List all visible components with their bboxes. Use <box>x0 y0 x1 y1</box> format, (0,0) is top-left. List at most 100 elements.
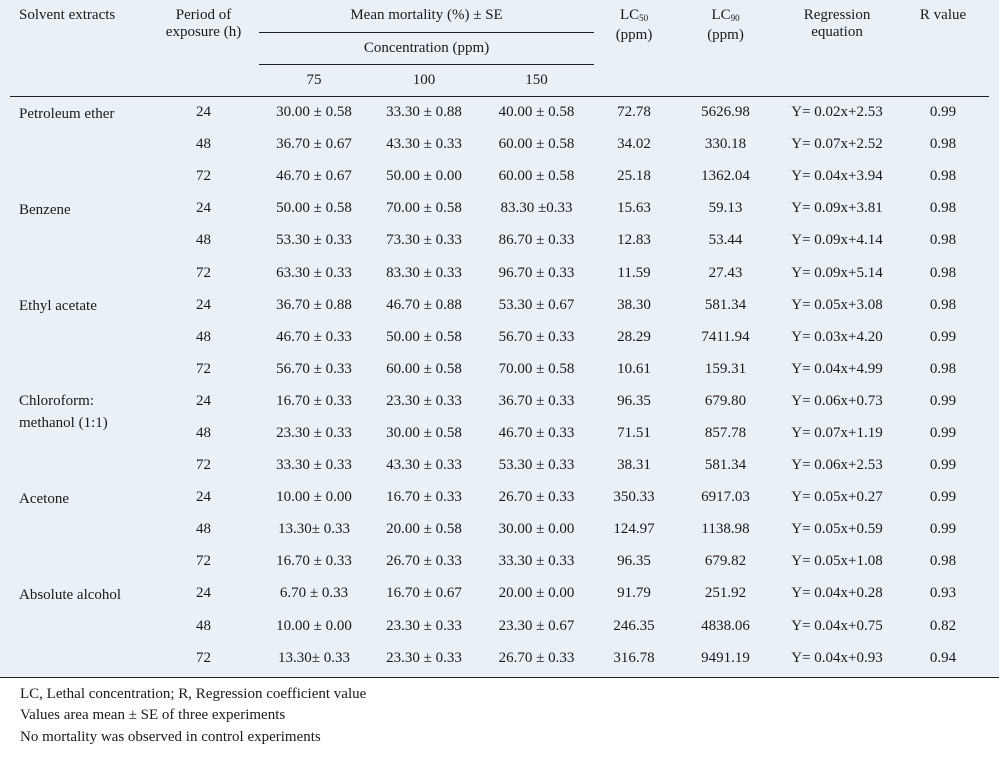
cell-period: 72 <box>196 360 211 377</box>
cell-solvent: Benzene <box>19 201 71 218</box>
cell-lc50: 71.51 <box>617 424 651 441</box>
table-row: Petroleum ether 24 30.00 ± 0.58 33.30 ± 0.8… <box>10 95 990 193</box>
cell-period: 72 <box>196 457 211 474</box>
cell-r-value: 0.99 <box>929 521 957 538</box>
footnote-values: Values area mean ± SE of three experimen… <box>20 707 286 723</box>
cell-r-value: 0.93 <box>929 585 957 602</box>
cell-conc-100: 23.30 ± 0.33 <box>386 649 462 666</box>
cell-conc-150: 53.30 ± 0.33 <box>498 457 575 474</box>
cell-conc-100: 16.70 ± 0.33 <box>386 489 462 506</box>
cell-regression: Y= 0.06x+0.73 <box>791 392 883 409</box>
cell-conc-75: 16.70 ± 0.33 <box>276 553 352 570</box>
cell-lc50: 38.30 <box>617 296 651 313</box>
header-regression: Regression equation <box>803 7 871 40</box>
table-row: 48 13.30± 0.33 20.00 ± 0.58 30.00 ± 0.00 124… <box>10 514 989 546</box>
cell-period: 24 <box>196 296 211 313</box>
mortality-table: Solvent extracts Period of exposure (h) … <box>10 0 990 674</box>
cell-lc90: 5626.98 <box>674 95 778 129</box>
cell-period: 24 <box>196 392 211 409</box>
cell-conc-100: 73.30 ± 0.33 <box>386 232 462 249</box>
cell-conc-150: 70.00 ± 0.58 <box>498 360 575 377</box>
cell-lc50: 10.61 <box>617 360 651 377</box>
cell-conc-150: 40.00 ± 0.58 <box>479 95 595 129</box>
table-body: Petroleum ether 24 30.00 ± 0.58 33.30 ± 0.8… <box>10 95 990 674</box>
cell-period: 72 <box>196 649 211 666</box>
table-row: 48 36.70 ± 0.67 43.30 ± 0.33 60.00 ± 0.58 34… <box>10 129 989 161</box>
cell-lc90: 679.80 <box>704 392 747 409</box>
cell-lc90: 251.92 <box>704 585 747 602</box>
cell-r-value: 0.98 <box>929 360 957 377</box>
cell-r-value: 0.98 <box>929 296 957 313</box>
cell-conc-100: 60.00 ± 0.58 <box>386 360 462 377</box>
cell-lc50: 72.78 <box>594 95 675 129</box>
cell-conc-75: 36.70 ± 0.88 <box>276 296 352 313</box>
cell-solvent: Acetone <box>19 490 69 507</box>
cell-lc50: 15.63 <box>617 200 651 217</box>
cell-solvent: Chloroform: methanol (1:1) <box>19 393 108 432</box>
cell-regression: Y= 0.04x+4.99 <box>791 360 883 377</box>
cell-period: 48 <box>196 232 211 249</box>
cell-lc50: 11.59 <box>617 264 651 281</box>
cell-conc-100: 43.30 ± 0.33 <box>386 136 462 153</box>
cell-conc-150: 46.70 ± 0.33 <box>498 424 575 441</box>
cell-lc90: 1362.04 <box>701 168 750 185</box>
cell-r-value: 0.99 <box>929 457 957 474</box>
cell-regression: Y= 0.07x+1.19 <box>791 424 883 441</box>
cell-lc90: 6917.03 <box>701 489 750 506</box>
table-row: 48 10.00 ± 0.00 23.30 ± 0.33 23.30 ± 0.67 24… <box>10 610 989 642</box>
table-row: 72 56.70 ± 0.33 60.00 ± 0.58 70.00 ± 0.58 10… <box>10 353 989 385</box>
cell-lc90: 330.18 <box>704 136 747 153</box>
cell-regression: Y= 0.04x+3.94 <box>791 168 883 185</box>
cell-lc90: 27.43 <box>708 264 743 281</box>
cell-lc90: 1138.98 <box>701 521 750 538</box>
cell-conc-100: 23.30 ± 0.33 <box>386 617 462 634</box>
table-row: 72 46.70 ± 0.67 50.00 ± 0.00 60.00 ± 0.58 25… <box>10 161 989 193</box>
cell-conc-75: 33.30 ± 0.33 <box>276 457 352 474</box>
cell-period: 24 <box>148 95 259 129</box>
cell-conc-75: 13.30± 0.33 <box>278 649 350 666</box>
cell-lc50: 246.35 <box>613 617 655 634</box>
cell-r-value: 0.99 <box>929 424 957 441</box>
cell-lc90: 9491.19 <box>701 649 750 666</box>
cell-conc-75: 46.70 ± 0.67 <box>276 168 352 185</box>
cell-conc-100: 43.30 ± 0.33 <box>386 457 462 474</box>
cell-conc-100: 46.70 ± 0.88 <box>386 296 462 313</box>
cell-period: 48 <box>196 424 211 441</box>
cell-period: 72 <box>196 168 211 185</box>
table-row: 72 33.30 ± 0.33 43.30 ± 0.33 53.30 ± 0.33 38… <box>10 450 989 482</box>
cell-lc50: 96.35 <box>617 392 651 409</box>
cell-r-value: 0.98 <box>929 264 957 281</box>
cell-lc50: 316.78 <box>613 649 655 666</box>
cell-conc-150: 26.70 ± 0.33 <box>498 489 575 506</box>
cell-r-value: 0.98 <box>929 232 957 249</box>
cell-conc-75: 50.00 ± 0.58 <box>276 200 352 217</box>
table-row: Ethyl acetate 24 36.70 ± 0.88 46.70 ± 0.88 5… <box>10 289 989 321</box>
cell-lc90: 581.34 <box>704 296 747 313</box>
cell-regression: Y= 0.09x+5.14 <box>791 264 883 281</box>
cell-conc-100: 30.00 ± 0.58 <box>386 424 462 441</box>
table-row: 72 16.70 ± 0.33 26.70 ± 0.33 33.30 ± 0.33 96… <box>10 546 989 578</box>
cell-conc-75: 23.30 ± 0.33 <box>276 424 352 441</box>
cell-r-value: 0.99 <box>929 328 957 345</box>
cell-conc-75: 10.00 ± 0.00 <box>276 489 352 506</box>
cell-regression: Y= 0.05x+1.08 <box>791 553 883 570</box>
cell-lc50: 28.29 <box>617 328 651 345</box>
cell-conc-150: 60.00 ± 0.58 <box>498 168 575 185</box>
cell-conc-150: 36.70 ± 0.33 <box>498 392 575 409</box>
cell-conc-150: 26.70 ± 0.33 <box>498 649 575 666</box>
cell-conc-75: 13.30± 0.33 <box>278 521 350 538</box>
cell-conc-150: 53.30 ± 0.67 <box>498 296 575 313</box>
cell-r-value: 0.98 <box>929 200 957 217</box>
header-lc50: LC50 (ppm) <box>615 7 653 43</box>
cell-conc-100: 26.70 ± 0.33 <box>386 553 462 570</box>
cell-period: 48 <box>196 328 211 345</box>
cell-lc90: 53.44 <box>708 232 743 249</box>
cell-r-value: 0.99 <box>929 489 957 506</box>
cell-r-value: 0.99 <box>897 95 990 129</box>
cell-r-value: 0.98 <box>929 136 957 153</box>
cell-conc-100: 16.70 ± 0.67 <box>386 585 462 602</box>
cell-conc-100: 23.30 ± 0.33 <box>386 392 462 409</box>
cell-conc-150: 56.70 ± 0.33 <box>498 328 575 345</box>
cell-regression: Y= 0.09x+4.14 <box>791 232 883 249</box>
cell-regression: Y= 0.04x+0.75 <box>791 617 883 634</box>
